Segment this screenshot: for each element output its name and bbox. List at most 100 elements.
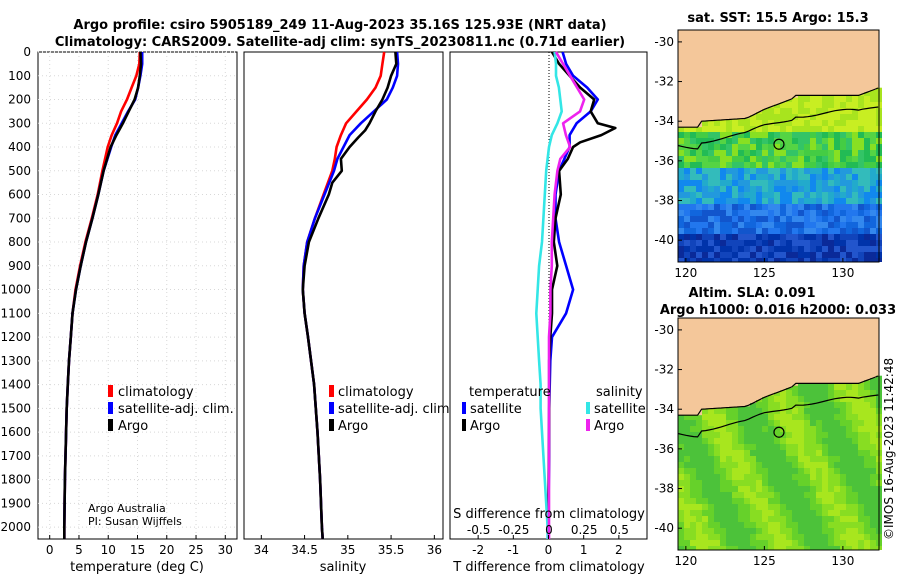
map-cell — [804, 432, 810, 438]
map-cell — [864, 186, 870, 192]
map-cell — [804, 228, 810, 234]
map-cell — [768, 426, 774, 432]
map-cell — [744, 150, 750, 156]
map-cell — [756, 120, 762, 126]
map-cell — [840, 156, 846, 162]
map-cell — [804, 396, 810, 402]
map-cell — [870, 258, 876, 262]
map-cell — [804, 168, 810, 174]
map-cell — [708, 180, 714, 186]
map-cell — [708, 168, 714, 174]
map-cell — [714, 192, 720, 198]
map-cell — [816, 120, 822, 126]
map-cell — [702, 144, 708, 150]
map-cell — [702, 444, 708, 450]
map-cell — [702, 450, 708, 456]
map-cell — [714, 168, 720, 174]
map-cell — [708, 192, 714, 198]
map-cell — [750, 456, 756, 462]
map-cell — [702, 120, 708, 127]
map-cell — [798, 102, 804, 108]
map-cell — [870, 144, 876, 150]
map-cell — [852, 186, 858, 192]
map-cell — [726, 132, 732, 138]
map-cell — [714, 456, 720, 462]
map-cell — [810, 144, 816, 150]
map-cell — [840, 534, 846, 540]
map-cell — [678, 432, 684, 438]
map-cell — [834, 120, 840, 126]
map-cell — [864, 492, 870, 498]
map-cell — [816, 414, 822, 420]
map-cell — [774, 468, 780, 474]
map-cell — [786, 216, 792, 222]
map-cell — [858, 522, 864, 528]
map-cell — [852, 138, 858, 144]
map-cell — [786, 246, 792, 252]
map-cell — [690, 492, 696, 498]
map-cell — [774, 504, 780, 510]
map-cell — [732, 462, 738, 468]
map-cell — [762, 402, 768, 408]
map-cell — [864, 210, 870, 216]
map-cell — [678, 138, 684, 144]
map-cell — [762, 228, 768, 234]
map-cell — [744, 480, 750, 486]
map-cell — [744, 222, 750, 228]
map-cell — [798, 438, 804, 444]
map-cell — [702, 486, 708, 492]
map-cell — [684, 174, 690, 180]
map-cell — [870, 252, 876, 258]
map-cell — [810, 390, 816, 396]
map-cell — [864, 540, 870, 546]
map-cell — [702, 174, 708, 180]
map-cell — [858, 528, 864, 534]
map-cell — [870, 402, 876, 408]
map-cell — [858, 396, 864, 402]
series-argo — [63, 51, 143, 539]
map-cell — [702, 510, 708, 516]
map-cell — [690, 468, 696, 474]
map-cell — [786, 108, 792, 114]
map-cell — [678, 174, 684, 180]
map-cell — [750, 228, 756, 234]
map-cell — [750, 258, 756, 262]
map-cell — [678, 150, 684, 156]
map-cell — [858, 156, 864, 162]
map-cell — [816, 402, 822, 408]
map-cell — [678, 168, 684, 174]
map-cell — [774, 180, 780, 186]
map-cell — [696, 462, 702, 468]
map-cell — [792, 144, 798, 150]
map-cell — [780, 474, 786, 480]
map-cell — [870, 390, 876, 396]
map-cell — [744, 138, 750, 144]
map-cell — [852, 480, 858, 486]
map-cell — [684, 528, 690, 534]
map-cell — [864, 180, 870, 186]
map-cell — [846, 192, 852, 198]
map-cell — [708, 420, 714, 426]
map-cell — [696, 228, 702, 234]
map-cell — [780, 150, 786, 156]
map-cell — [864, 162, 870, 168]
map-cell — [846, 426, 852, 432]
map-cell — [870, 186, 876, 192]
map-cell — [762, 120, 768, 126]
map-cell — [768, 126, 774, 132]
map-cell — [810, 426, 816, 432]
map-cell — [750, 204, 756, 210]
map-cell — [708, 486, 714, 492]
map-cell — [684, 415, 690, 422]
map-cell — [678, 450, 684, 456]
credit-line2: PI: Susan Wijffels — [88, 515, 182, 528]
map-cell — [714, 462, 720, 468]
map-cell — [870, 534, 876, 540]
map-cell — [684, 534, 690, 540]
map-cell — [732, 504, 738, 510]
map-cell — [756, 438, 762, 444]
map-cell — [774, 444, 780, 450]
map-cell — [696, 438, 702, 444]
map-cell — [726, 126, 732, 132]
map-cell — [726, 234, 732, 240]
